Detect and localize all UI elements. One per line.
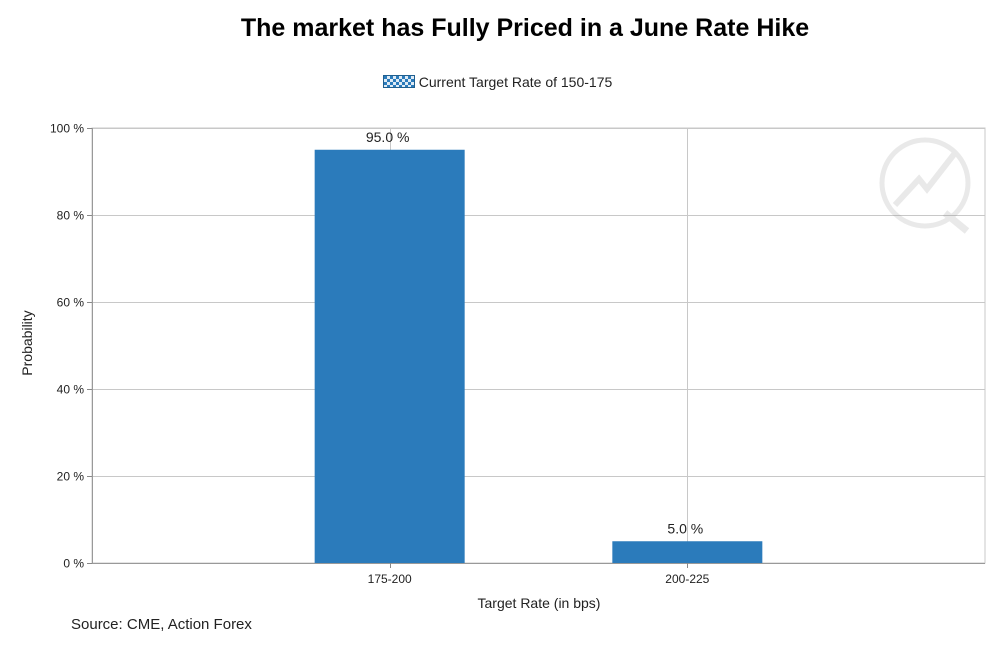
y-tick-label: 40 % (57, 383, 85, 397)
y-tick-label: 60 % (57, 296, 85, 310)
y-axis: 0 % 20 % 40 % 60 % 80 % 100 % (50, 122, 93, 571)
y-tick-label: 0 % (63, 557, 84, 571)
y-tick-label: 20 % (57, 470, 85, 484)
legend-label: Current Target Rate of 150-175 (418, 74, 613, 90)
x-tick-label: 200-225 (665, 572, 709, 586)
y-tick-label: 100 % (50, 122, 84, 136)
data-labels: 95.0 % 5.0 % (366, 129, 703, 537)
x-axis-title: Target Rate (in bps) (478, 595, 601, 611)
y-tick-label: 80 % (57, 209, 85, 223)
x-axis: 175-200 200-225 (92, 563, 985, 586)
legend: Current Target Rate of 150-175 (0, 74, 995, 90)
gridlines (91, 127, 986, 564)
source-note: Source: CME, Action Forex (71, 616, 252, 633)
chart-title: The market has Fully Priced in a June Ra… (240, 14, 810, 42)
legend-swatch (382, 75, 415, 88)
x-tick-label: 175-200 (368, 572, 412, 586)
data-label: 5.0 % (667, 520, 703, 536)
plot-border (91, 127, 986, 564)
y-axis-title: Probability (19, 310, 35, 375)
bar-175-200 (314, 149, 465, 563)
bars (314, 149, 763, 563)
bar-200-225 (612, 541, 763, 563)
watermark-logo (879, 137, 971, 234)
data-label: 95.0 % (366, 129, 410, 145)
